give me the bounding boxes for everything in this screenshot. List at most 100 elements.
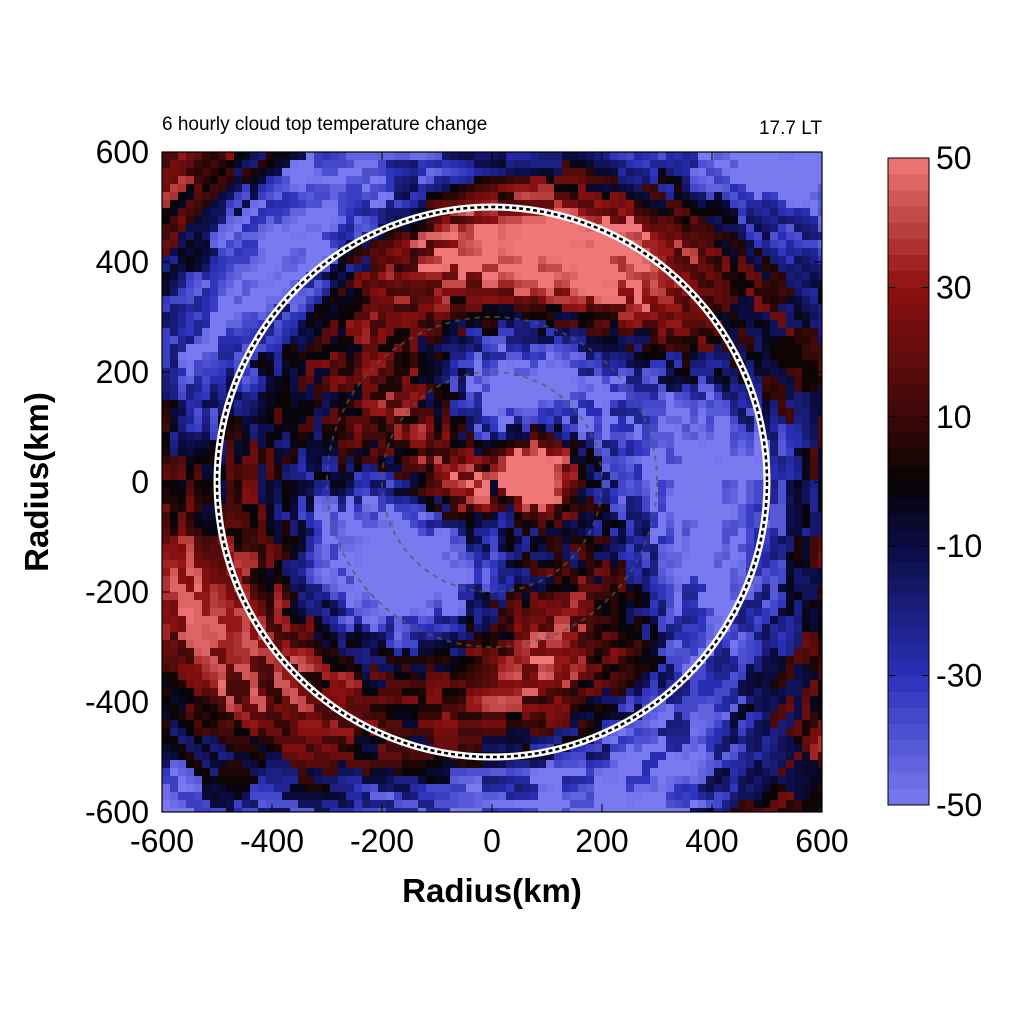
heatmap-cell <box>570 616 579 625</box>
heatmap-cell <box>346 416 355 425</box>
heatmap-cell <box>402 488 411 497</box>
heatmap-cell <box>554 360 563 369</box>
heatmap-cell <box>402 472 411 481</box>
heatmap-cell <box>370 432 379 441</box>
heatmap-cell <box>770 304 779 313</box>
heatmap-cell <box>370 352 379 361</box>
heatmap-cell <box>506 304 515 313</box>
heatmap-cell <box>402 496 411 505</box>
heatmap-cell <box>258 224 267 233</box>
heatmap-cell <box>274 208 283 217</box>
heatmap-cell <box>642 584 651 593</box>
heatmap-cell <box>530 272 539 281</box>
heatmap-cell <box>306 224 315 233</box>
heatmap-cell <box>818 304 822 313</box>
heatmap-cell <box>794 376 803 385</box>
heatmap-cell <box>602 208 611 217</box>
heatmap-cell <box>178 624 187 633</box>
heatmap-cell <box>426 624 435 633</box>
heatmap-cell <box>594 248 603 257</box>
heatmap-cell <box>762 552 771 561</box>
heatmap-cell <box>370 296 379 305</box>
heatmap-cell <box>746 496 755 505</box>
heatmap-cell <box>514 264 523 273</box>
heatmap-cell <box>298 472 307 481</box>
heatmap-cell <box>482 384 491 393</box>
heatmap-cell <box>546 448 555 457</box>
heatmap-cell <box>682 592 691 601</box>
heatmap-cell <box>178 216 187 225</box>
heatmap-cell <box>226 312 235 321</box>
heatmap-cell <box>434 592 443 601</box>
heatmap-cell <box>234 408 243 417</box>
heatmap-cell <box>194 184 203 193</box>
heatmap-cell <box>498 264 507 273</box>
heatmap-cell <box>210 592 219 601</box>
heatmap-cell <box>618 400 627 409</box>
heatmap-cell <box>754 448 763 457</box>
heatmap-cell <box>202 264 211 273</box>
heatmap-cell <box>770 352 779 361</box>
heatmap-cell <box>274 240 283 249</box>
heatmap-cell <box>450 224 459 233</box>
heatmap-cell <box>786 408 795 417</box>
heatmap-cell <box>690 280 699 289</box>
heatmap-cell <box>210 568 219 577</box>
heatmap-cell <box>522 152 531 161</box>
heatmap-cell <box>578 160 587 169</box>
heatmap-cell <box>602 344 611 353</box>
heatmap-cell <box>418 152 427 161</box>
heatmap-cell <box>514 352 523 361</box>
heatmap-cell <box>730 288 739 297</box>
heatmap-cell <box>794 360 803 369</box>
heatmap-cell <box>786 392 795 401</box>
heatmap-cell <box>170 248 179 257</box>
heatmap-cell <box>298 272 307 281</box>
heatmap-cell <box>658 592 667 601</box>
heatmap-cell <box>258 616 267 625</box>
heatmap-cell <box>802 176 811 185</box>
heatmap-cell <box>506 576 515 585</box>
heatmap-cell <box>362 408 371 417</box>
heatmap-cell <box>770 200 779 209</box>
heatmap-cell <box>314 488 323 497</box>
heatmap-cell <box>394 264 403 273</box>
heatmap-cell <box>778 456 787 465</box>
heatmap-cell <box>802 304 811 313</box>
heatmap-cell <box>210 296 219 305</box>
heatmap-cell <box>546 392 555 401</box>
heatmap-cell <box>674 448 683 457</box>
heatmap-cell <box>730 520 739 529</box>
heatmap-cell <box>250 240 259 249</box>
heatmap-cell <box>570 328 579 337</box>
heatmap-cell <box>554 608 563 617</box>
heatmap-cell <box>186 560 195 569</box>
heatmap-cell <box>210 584 219 593</box>
heatmap-cell <box>730 216 739 225</box>
heatmap-cell <box>554 576 563 585</box>
heatmap-cell <box>578 520 587 529</box>
heatmap-cell <box>338 328 347 337</box>
heatmap-cell <box>370 448 379 457</box>
heatmap-cell <box>298 216 307 225</box>
heatmap-cell <box>338 576 347 585</box>
heatmap-cell <box>194 504 203 513</box>
heatmap-cell <box>186 536 195 545</box>
heatmap-cell <box>450 328 459 337</box>
heatmap-cell <box>514 448 523 457</box>
heatmap-cell <box>466 424 475 433</box>
heatmap-cell <box>178 280 187 289</box>
heatmap-cell <box>194 176 203 185</box>
heatmap-cell <box>378 320 387 329</box>
heatmap-cell <box>634 512 643 521</box>
heatmap-cell <box>402 184 411 193</box>
heatmap-cell <box>386 496 395 505</box>
heatmap-cell <box>610 400 619 409</box>
heatmap-cell <box>450 176 459 185</box>
heatmap-cell <box>722 464 731 473</box>
heatmap-cell <box>610 296 619 305</box>
heatmap-cell <box>738 576 747 585</box>
heatmap-cell <box>426 608 435 617</box>
heatmap-cell <box>570 568 579 577</box>
heatmap-cell <box>290 312 299 321</box>
